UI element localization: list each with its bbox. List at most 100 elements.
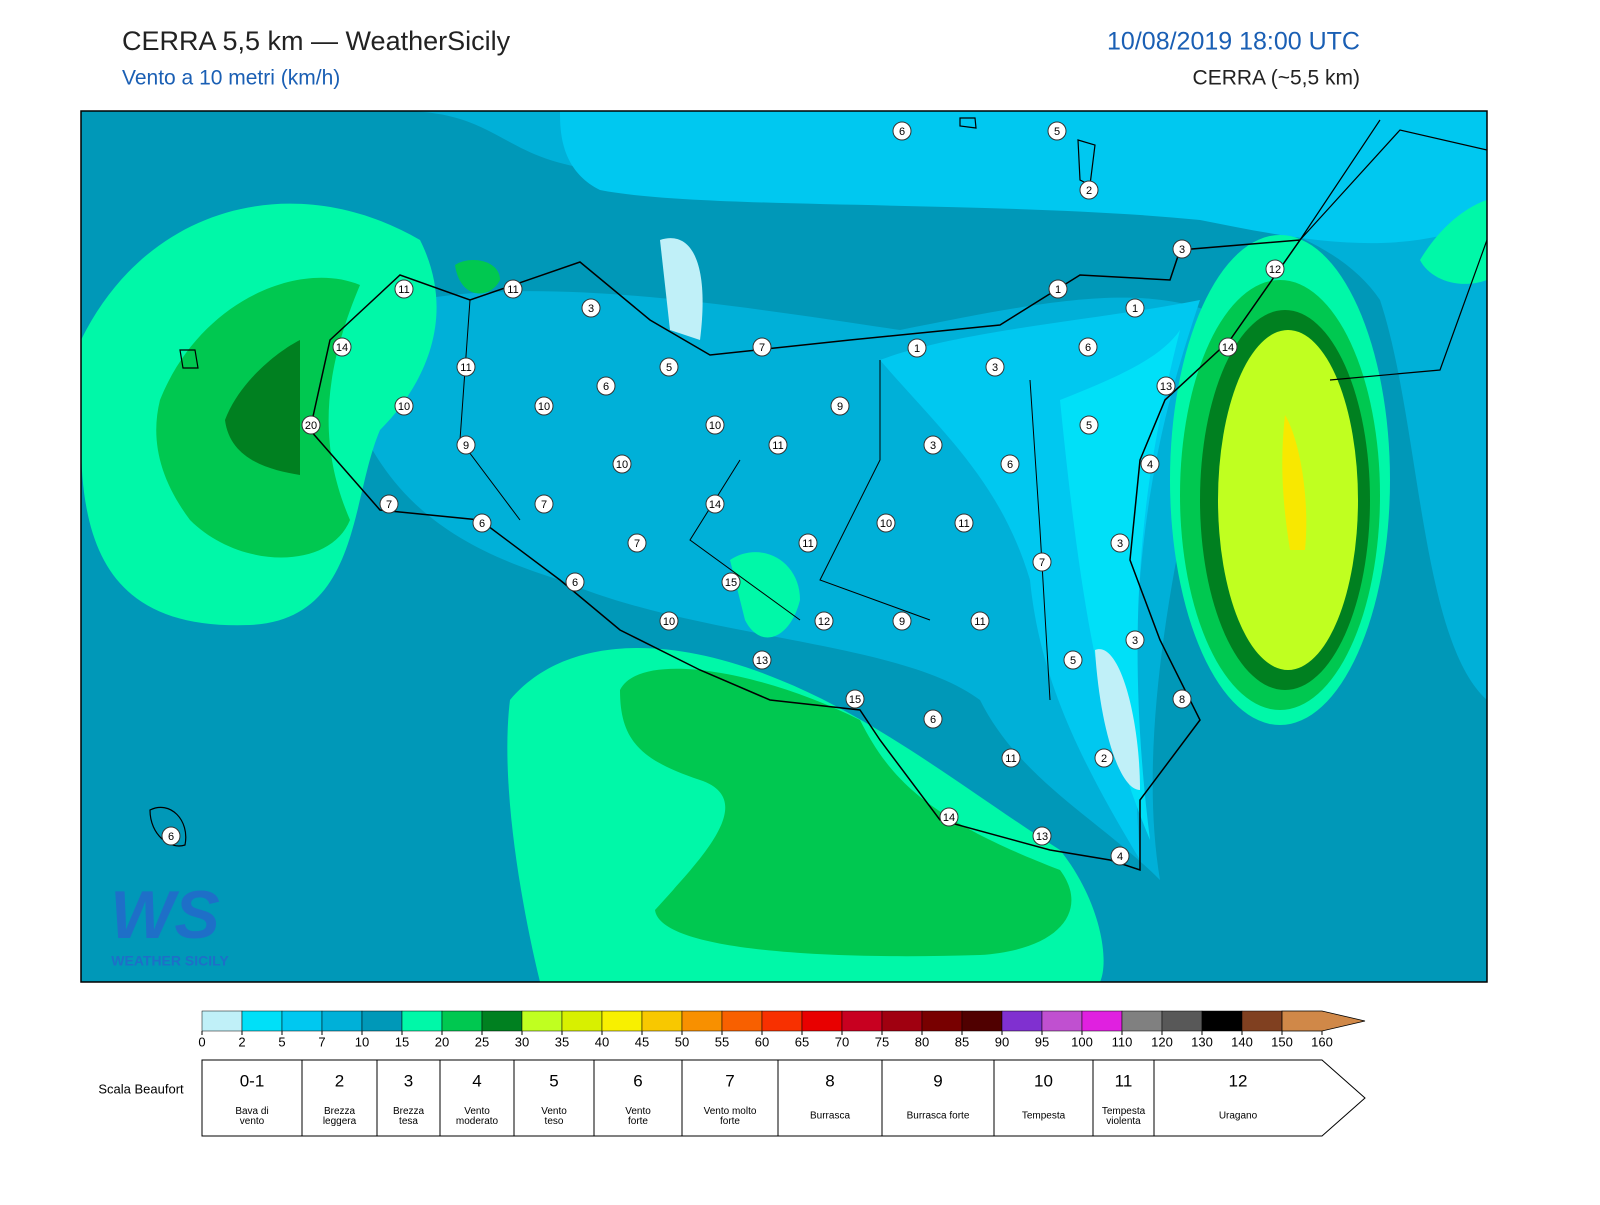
datetime: 10/08/2019 18:00 UTC — [1107, 28, 1360, 56]
tick-label: 150 — [1271, 1034, 1293, 1049]
station-value: 4 — [1117, 851, 1123, 863]
station-marker — [876, 513, 896, 533]
beaufort-name: Burrasca forte — [907, 1111, 970, 1122]
beaufort-force: 11 — [1115, 1071, 1133, 1090]
station-marker — [534, 494, 554, 514]
station-value: 6 — [572, 577, 578, 589]
beaufort-force: 7 — [725, 1071, 734, 1090]
color-segment — [841, 1010, 883, 1032]
tick-label: 55 — [715, 1034, 729, 1049]
station-value: 11 — [772, 440, 783, 452]
tick-label: 160 — [1311, 1034, 1333, 1049]
beaufort-name: Vento molto forte — [704, 1106, 757, 1127]
station-value: 4 — [1147, 459, 1153, 471]
station-marker — [1218, 337, 1238, 357]
station-value: 6 — [1085, 342, 1091, 354]
station-marker — [1172, 239, 1192, 259]
station-value: 7 — [541, 499, 547, 511]
station-value: 20 — [305, 420, 317, 432]
color-segment — [641, 1010, 683, 1032]
station-value: 15 — [849, 694, 861, 706]
station-marker — [923, 435, 943, 455]
wind-field — [81, 111, 1487, 982]
station-value: 13 — [1160, 381, 1172, 393]
station-value: 11 — [974, 616, 985, 628]
station-marker — [394, 279, 414, 299]
tick-label: 60 — [755, 1034, 769, 1049]
tick-label: 50 — [675, 1034, 689, 1049]
beaufort-force: 3 — [404, 1071, 413, 1090]
beaufort-name: Vento teso — [541, 1106, 567, 1127]
station-value: 14 — [943, 812, 955, 824]
station-value: 6 — [603, 381, 609, 393]
color-segment — [361, 1010, 403, 1032]
station-marker — [659, 611, 679, 631]
tick-label: 35 — [555, 1034, 569, 1049]
station-marker — [1079, 415, 1099, 435]
station-marker — [1125, 630, 1145, 650]
station-value: 10 — [663, 616, 675, 628]
station-marker — [970, 611, 990, 631]
station-marker — [1110, 533, 1130, 553]
tick-label: 20 — [435, 1034, 449, 1049]
tick-label: 130 — [1191, 1034, 1213, 1049]
station-value: 12 — [818, 616, 830, 628]
station-marker — [1063, 650, 1083, 670]
station-marker — [1265, 259, 1285, 279]
station-value: 10 — [709, 420, 721, 432]
station-marker — [1000, 454, 1020, 474]
station-marker — [892, 611, 912, 631]
beaufort-scale: 0-1 Bava di vento 2 Brezza leggera 3 Brezza tesa… — [201, 1059, 1366, 1137]
beaufort-force: 4 — [472, 1071, 481, 1090]
beaufort-force: 0-1 — [240, 1071, 265, 1090]
station-marker — [845, 689, 865, 709]
station-marker — [1094, 748, 1114, 768]
station-value: 3 — [1132, 635, 1138, 647]
color-segment — [761, 1010, 803, 1032]
station-marker — [659, 357, 679, 377]
station-marker — [721, 572, 741, 592]
color-segment — [1001, 1010, 1043, 1032]
station-marker — [161, 826, 181, 846]
station-value: 1 — [914, 343, 920, 355]
station-value: 3 — [992, 362, 998, 374]
tick-label: 110 — [1112, 1034, 1133, 1049]
station-marker — [814, 611, 834, 631]
color-segment — [281, 1010, 323, 1032]
station-marker — [394, 396, 414, 416]
station-value: 3 — [588, 303, 594, 315]
station-value: 13 — [1036, 831, 1048, 843]
color-segment — [1201, 1010, 1243, 1032]
color-segment — [201, 1010, 243, 1032]
tick-label: 75 — [875, 1034, 889, 1049]
tick-label: 2 — [238, 1034, 245, 1049]
station-value: 10 — [880, 518, 892, 530]
station-marker — [923, 709, 943, 729]
color-segment — [521, 1010, 563, 1032]
station-value: 14 — [709, 499, 721, 511]
tick-label: 140 — [1231, 1034, 1253, 1049]
station-marker — [798, 533, 818, 553]
tick-label: 25 — [475, 1034, 489, 1049]
station-value: 2 — [1086, 185, 1092, 197]
color-segment — [881, 1010, 923, 1032]
station-marker — [1125, 298, 1145, 318]
station-value: 6 — [1007, 459, 1013, 471]
beaufort-name: Tempesta — [1022, 1111, 1066, 1122]
station-marker — [332, 337, 352, 357]
station-marker — [954, 513, 974, 533]
station-value: 3 — [1117, 538, 1123, 550]
beaufort-force: 9 — [933, 1071, 942, 1090]
station-marker — [612, 454, 632, 474]
station-marker — [1078, 337, 1098, 357]
station-value: 10 — [616, 459, 628, 471]
station-value: 12 — [1269, 264, 1281, 276]
beaufort-name: Uragano — [1219, 1111, 1258, 1122]
color-segment — [561, 1010, 603, 1032]
title: CERRA 5,5 km — WeatherSicily — [122, 26, 511, 56]
tick-label: 120 — [1151, 1034, 1173, 1049]
beaufort-name: Burrasca — [810, 1111, 850, 1122]
beaufort-force: 12 — [1229, 1071, 1248, 1090]
